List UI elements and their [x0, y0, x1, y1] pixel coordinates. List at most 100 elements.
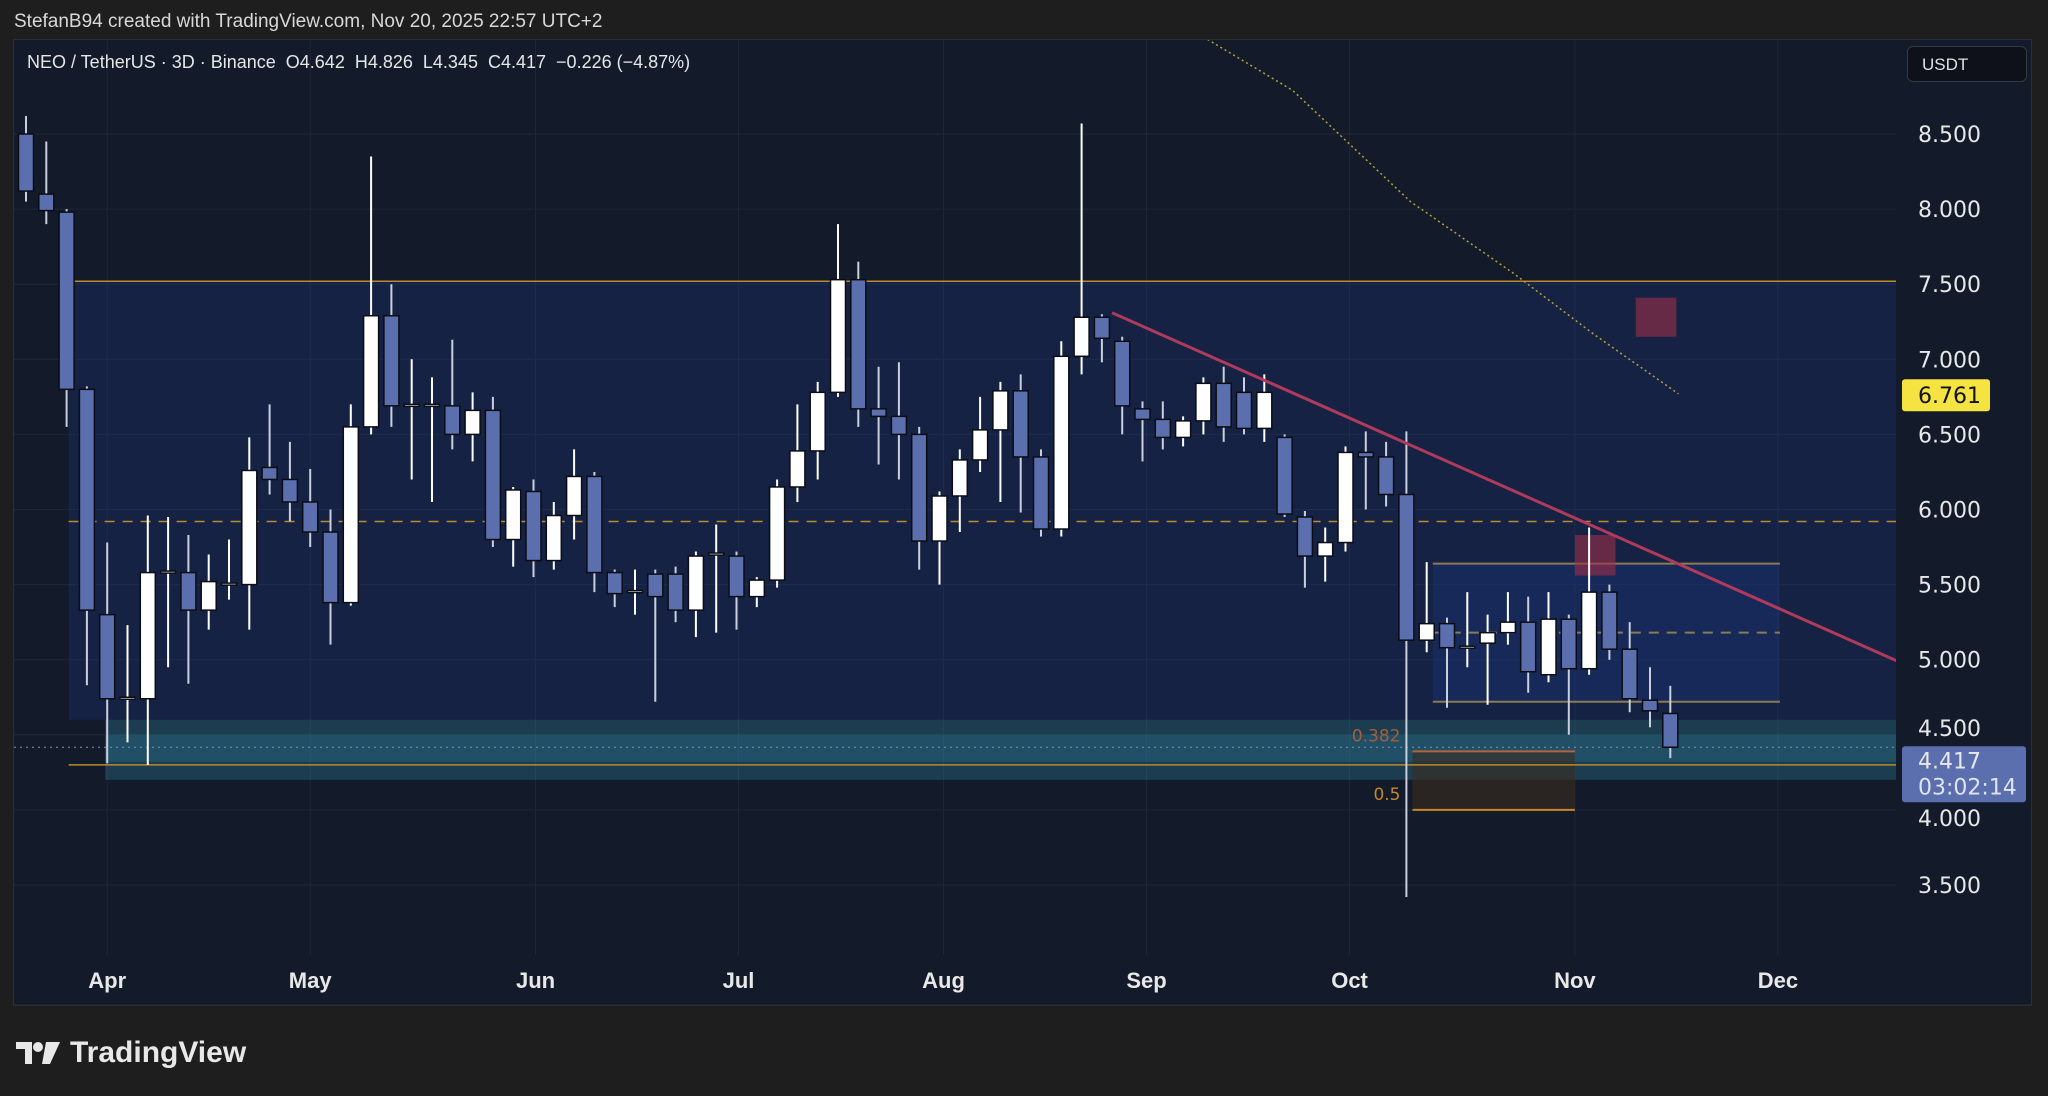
candle-body: [606, 571, 623, 595]
supply-box: [1635, 297, 1677, 337]
candle-body: [1540, 618, 1557, 676]
candle: [667, 566, 684, 623]
ohlc-low: L4.345: [422, 52, 478, 72]
candle-body: [1256, 391, 1273, 430]
candle-body: [1113, 340, 1131, 407]
candle: [1540, 592, 1557, 683]
candle-body: [1032, 456, 1050, 530]
price-tick-label: 4.500: [1918, 717, 1981, 742]
month-label: Nov: [1554, 968, 1596, 993]
candle: [1032, 449, 1050, 537]
candle: [565, 449, 583, 540]
candle: [119, 625, 136, 743]
candle: [1174, 416, 1192, 447]
candle-body: [565, 475, 583, 517]
candle-body: [586, 475, 603, 574]
fib-level-label: 0.382: [1352, 726, 1401, 746]
price-tick-label: 8.500: [1918, 123, 1981, 148]
demand-zone: [105, 719, 1896, 780]
candle: [1357, 431, 1375, 510]
candle: [281, 441, 299, 522]
candle: [728, 551, 745, 630]
candle-body: [545, 514, 563, 562]
symbol-title[interactable]: NEO / TetherUS · 3D · Binance: [27, 52, 276, 72]
candle: [159, 517, 177, 668]
candle-body: [1235, 391, 1253, 430]
candle: [301, 468, 319, 548]
candle: [586, 471, 603, 593]
candle: [1154, 401, 1172, 450]
candle: [1580, 527, 1598, 675]
candle-body: [1337, 451, 1354, 544]
candle: [829, 224, 847, 397]
candle-body: [119, 696, 136, 700]
symbol-legend: NEO / TetherUS · 3D · Binance O4.642 H4.…: [27, 52, 690, 73]
candle: [241, 437, 258, 630]
candle-body: [139, 571, 157, 700]
candle-body: [504, 489, 522, 541]
candle-body: [626, 589, 644, 594]
candle-body: [1195, 382, 1212, 422]
candle-body: [362, 314, 380, 428]
candle-body: [1154, 418, 1172, 439]
candle: [931, 491, 948, 585]
candle-body: [1073, 316, 1090, 358]
candle-body: [931, 495, 948, 542]
supply-box: [1574, 535, 1616, 576]
month-label: Apr: [88, 968, 126, 993]
candle-body: [728, 555, 745, 598]
candle: [1560, 614, 1578, 735]
candle: [98, 542, 116, 764]
candle-body: [971, 429, 989, 461]
month-label: Oct: [1331, 968, 1368, 993]
candle: [342, 404, 360, 606]
candle: [484, 396, 502, 548]
candle-body: [1093, 316, 1111, 340]
last-price-label: 4.417: [1918, 749, 1981, 774]
candle-body: [870, 408, 887, 418]
price-tick-label: 4.000: [1918, 807, 1981, 832]
candle: [1073, 123, 1090, 375]
candle: [809, 381, 826, 480]
tradingview-logo[interactable]: TradingView: [16, 1036, 246, 1070]
candle-body: [687, 555, 705, 611]
candle-body: [322, 531, 339, 604]
candle: [58, 209, 75, 427]
month-label: Sep: [1126, 968, 1166, 993]
ohlc-open: O4.642: [285, 52, 345, 72]
candle-body: [423, 403, 441, 408]
currency-button[interactable]: USDT: [1907, 46, 2027, 82]
candle: [971, 396, 989, 472]
candle: [1377, 441, 1395, 507]
candle-body: [444, 405, 461, 436]
candle-body: [383, 314, 400, 407]
candle: [1316, 527, 1334, 582]
candle: [362, 156, 380, 435]
candle: [383, 284, 400, 427]
candle-body: [525, 490, 542, 562]
month-label: Aug: [922, 968, 965, 993]
candle-body: [1459, 645, 1476, 649]
candle: [789, 404, 806, 502]
candle: [890, 362, 908, 480]
candle-body: [1499, 621, 1517, 634]
candle: [464, 392, 481, 462]
candle-body: [1012, 390, 1029, 458]
fib-level-label: 0.5: [1373, 785, 1400, 805]
candle-body: [667, 573, 684, 611]
candle: [992, 381, 1009, 502]
candle-body: [992, 390, 1009, 431]
candle-body: [98, 613, 116, 700]
candle-body: [1398, 493, 1415, 641]
candle-body: [484, 409, 502, 541]
tradingview-logo-icon: [16, 1042, 60, 1064]
candle-body: [1601, 591, 1618, 650]
candle: [261, 404, 278, 495]
candle-body: [890, 415, 908, 436]
candle-body: [159, 570, 177, 574]
candle: [220, 539, 238, 600]
candle: [1195, 377, 1212, 435]
candle: [1012, 374, 1029, 513]
candle-body: [58, 211, 75, 391]
